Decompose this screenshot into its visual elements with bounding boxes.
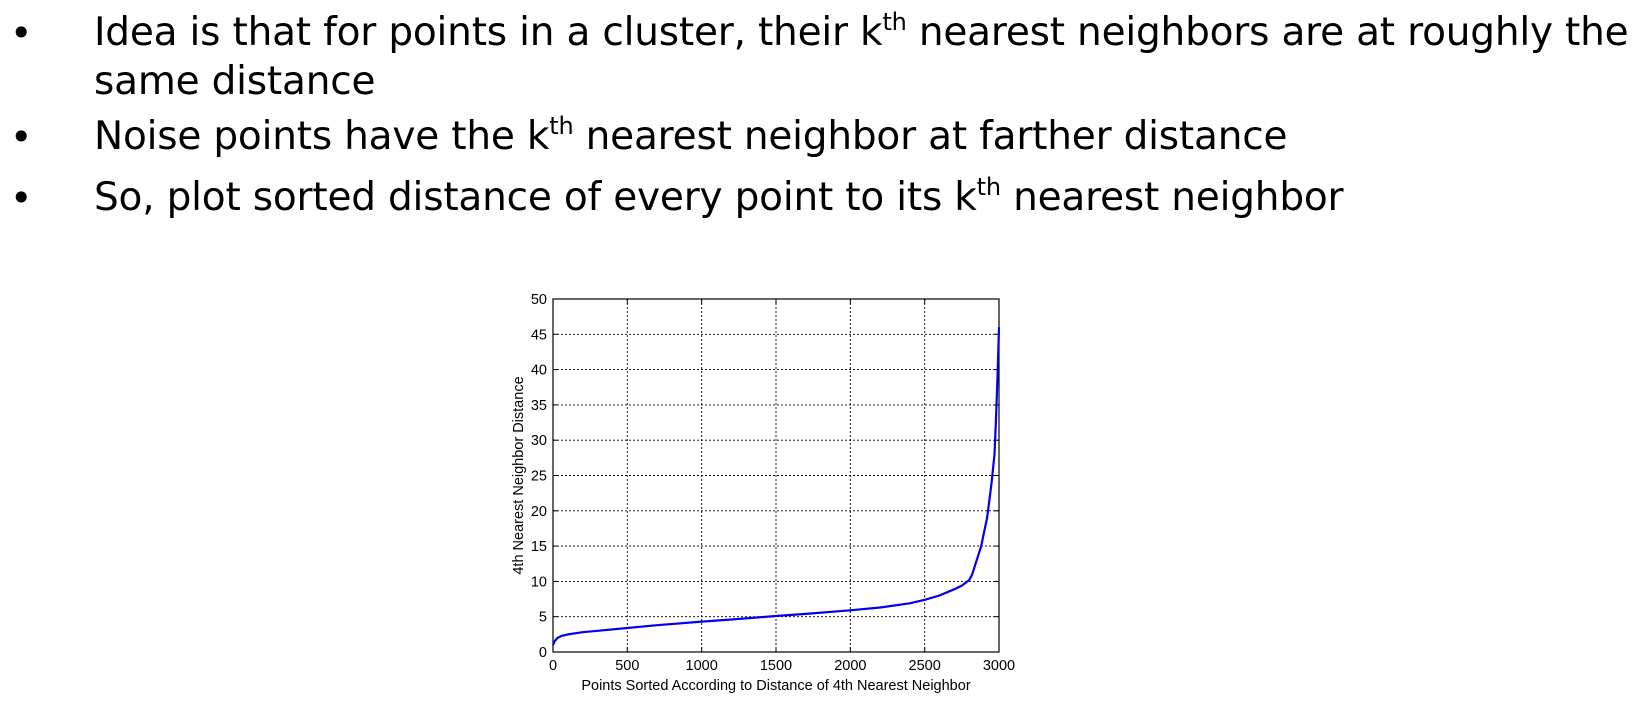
bullet-text-rest: nearest neighbors are at roughly the sam… (94, 10, 1629, 104)
bullet-text: So, plot sorted distance of every point … (94, 173, 1638, 222)
bullet-symbol: • (10, 115, 33, 159)
x-axis-label: Points Sorted According to Distance of 4… (581, 678, 970, 694)
y-axis-label: 4th Nearest Neighbor Distance (511, 376, 527, 574)
y-axis-ticks: 0 5 10 15 20 25 30 35 40 45 50 (531, 292, 999, 661)
x-tick-label: 1000 (686, 658, 718, 674)
x-axis-ticks: 0 500 1000 1500 2000 2500 3000 (549, 299, 1015, 674)
y-tick-label: 20 (531, 504, 547, 520)
superscript: th (976, 173, 1001, 201)
bullet-text: Noise points have the kth nearest neighb… (94, 112, 1638, 161)
y-tick-label: 25 (531, 469, 547, 485)
bullet-list: • Idea is that for points in a cluster, … (0, 8, 1644, 222)
x-tick-label: 3000 (983, 658, 1015, 674)
bullet-item: • Idea is that for points in a cluster, … (0, 8, 1644, 112)
bullet-text-rest: nearest neighbor (1000, 175, 1344, 220)
y-tick-label: 35 (531, 398, 547, 414)
y-tick-label: 10 (531, 574, 547, 590)
y-tick-label: 30 (531, 433, 547, 449)
bullet-text-main: So, plot sorted distance of every point … (94, 175, 977, 220)
grid-lines (553, 299, 999, 652)
y-tick-label: 50 (531, 292, 547, 308)
y-tick-label: 15 (531, 539, 547, 555)
bullet-text-main: Idea is that for points in a cluster, th… (94, 10, 883, 55)
x-tick-label: 500 (615, 658, 639, 674)
bullet-symbol: • (10, 11, 33, 55)
bullet-text: Idea is that for points in a cluster, th… (94, 8, 1638, 106)
y-tick-label: 40 (531, 363, 547, 379)
x-tick-label: 2500 (909, 658, 941, 674)
bullet-item: • Noise points have the kth nearest neig… (0, 112, 1644, 173)
superscript: th (882, 8, 907, 36)
x-tick-label: 2000 (834, 658, 866, 674)
x-tick-label: 0 (549, 658, 557, 674)
bullet-text-main: Noise points have the k (94, 114, 550, 159)
y-tick-label: 45 (531, 327, 547, 343)
bullet-symbol: • (10, 176, 33, 220)
y-tick-label: 0 (539, 645, 547, 661)
superscript: th (549, 112, 574, 140)
x-tick-label: 1500 (760, 658, 792, 674)
series-line (551, 327, 1001, 646)
bullet-text-rest: nearest neighbor at farther distance (573, 114, 1288, 159)
bullet-item: • So, plot sorted distance of every poin… (0, 173, 1644, 222)
y-tick-label: 5 (539, 610, 547, 626)
